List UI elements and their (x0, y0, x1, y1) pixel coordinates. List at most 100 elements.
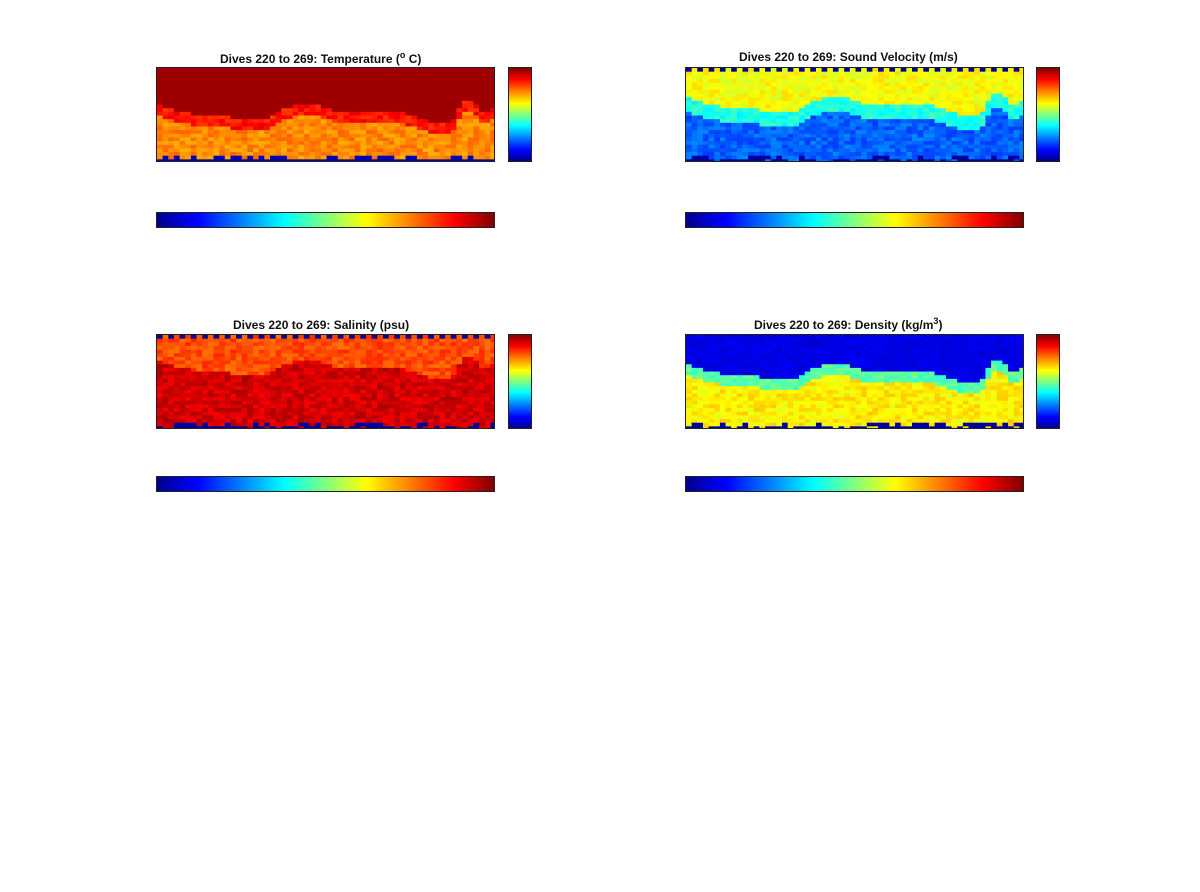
salinity-heatmap-cell (213, 397, 220, 402)
salinity-heatmap-cell (309, 400, 316, 406)
temperature-heatmap-cell (467, 148, 474, 153)
temperature-heatmap-cell (399, 115, 407, 120)
density-heatmap-cell (686, 400, 693, 406)
temperature-heatmap-cell (224, 104, 232, 109)
temperature-heatmap-cell (253, 152, 260, 157)
temperature-heatmap-cell (207, 133, 215, 139)
sound-velocity-heatmap-cell (951, 100, 958, 106)
temperature-heatmap-cell (162, 111, 169, 117)
sound-velocity-heatmap-cell (838, 75, 845, 80)
temperature-heatmap-cell (360, 126, 367, 131)
salinity-heatmap-cell (196, 364, 203, 369)
sound-velocity-heatmap-cell (793, 108, 800, 113)
sound-velocity-heatmap-cell (815, 82, 823, 87)
sound-velocity-heatmap-cell (945, 97, 953, 102)
salinity-heatmap-cell (292, 364, 299, 369)
salinity-heatmap-cell (157, 389, 164, 395)
sound-velocity-heatmap-cell (855, 137, 862, 142)
sound-velocity-heatmap-cell (782, 71, 789, 76)
salinity-heatmap-cell (264, 360, 271, 365)
salinity-heatmap-cell (337, 408, 345, 413)
sound-velocity-heatmap-cell (1013, 155, 1020, 160)
temperature-heatmap-cell (275, 82, 282, 87)
salinity-heatmap-cell (264, 393, 271, 398)
salinity-heatmap-cell (411, 364, 418, 369)
temperature-heatmap-cell (190, 130, 198, 135)
sound-velocity-heatmap-cell (714, 100, 721, 106)
sound-velocity-heatmap-cell (776, 111, 783, 117)
salinity-heatmap-cell (383, 397, 390, 402)
temperature-heatmap-cell (207, 71, 215, 76)
temperature-heatmap-cell (168, 97, 175, 102)
sound-velocity-heatmap-cell (725, 100, 732, 106)
temperature-heatmap-cell (219, 119, 226, 124)
sound-velocity-heatmap-cell (934, 159, 941, 161)
sound-velocity-heatmap-cell (782, 97, 789, 102)
temperature-heatmap-cell (219, 97, 226, 102)
sound-velocity-heatmap-cell (810, 104, 817, 109)
sound-velocity-heatmap-cell (951, 78, 958, 84)
salinity-heatmap-cell (281, 338, 288, 343)
sound-velocity-heatmap-cell (940, 137, 947, 142)
salinity-heatmap-cell (173, 371, 181, 376)
salinity-heatmap-cell (394, 338, 401, 343)
temperature-heatmap-cell (337, 104, 345, 109)
temperature-heatmap-cell (399, 126, 407, 131)
temperature-heatmap-cell (213, 82, 220, 87)
sound-velocity-heatmap-cell (923, 126, 930, 131)
sound-velocity-heatmap-cell (832, 68, 840, 73)
density-heatmap-cell (725, 367, 732, 373)
salinity-heatmap-cell (326, 397, 333, 402)
salinity-heatmap-cell (428, 386, 435, 391)
temperature-heatmap-cell (433, 100, 441, 106)
temperature-heatmap-cell (428, 155, 435, 160)
temperature-heatmap-cell (394, 133, 401, 139)
temperature-heatmap-cell (236, 97, 243, 102)
salinity-heatmap-cell (185, 353, 192, 358)
salinity-heatmap-cell (202, 397, 209, 402)
temperature-heatmap-cell (479, 126, 486, 131)
temperature-heatmap-cell (456, 75, 463, 80)
salinity-heatmap-cell (456, 408, 463, 413)
salinity-heatmap-cell (264, 400, 271, 406)
sound-velocity-heatmap-cell (1013, 133, 1020, 139)
temperature-heatmap-cell (433, 115, 441, 120)
salinity-heatmap-cell (343, 342, 350, 347)
salinity-heatmap-cell (422, 345, 429, 351)
salinity-heatmap-cell (354, 411, 361, 416)
salinity-heatmap-cell (309, 367, 316, 373)
salinity-heatmap-cell (416, 360, 424, 365)
temperature-heatmap-cell (456, 152, 463, 157)
salinity-heatmap-cell (371, 400, 378, 406)
salinity-heatmap-cell (179, 335, 186, 340)
density-heatmap-cell (702, 415, 710, 420)
salinity-heatmap-cell (411, 389, 418, 395)
sound-velocity-heatmap-cell (872, 111, 879, 117)
density-heatmap-cell (731, 426, 738, 428)
temperature-heatmap-cell (394, 75, 401, 80)
salinity-heatmap-cell (253, 419, 260, 424)
temperature-heatmap-cell (247, 141, 254, 146)
sound-velocity-heatmap-cell (770, 119, 777, 124)
salinity-heatmap-cell (473, 426, 480, 428)
salinity-heatmap-cell (162, 349, 169, 354)
temperature-heatmap-cell (399, 144, 407, 149)
density-heatmap-cell (731, 356, 738, 362)
temperature-heatmap-cell (281, 148, 288, 153)
salinity-heatmap-cell (219, 404, 226, 409)
temperature-heatmap-cell (467, 119, 474, 124)
salinity-heatmap-cell (439, 338, 446, 343)
sound-velocity-heatmap-cell (1019, 104, 1023, 109)
sound-velocity-heatmap-cell (736, 130, 744, 135)
temperature-heatmap-cell (366, 75, 373, 80)
sound-velocity-heatmap-cell (861, 141, 868, 146)
temperature-heatmap-cell (303, 100, 311, 106)
sound-velocity-heatmap-cell (832, 148, 840, 153)
salinity-heatmap-cell (479, 426, 486, 428)
temperature-heatmap-cell (270, 71, 277, 76)
salinity-heatmap-cell (371, 411, 378, 416)
sound-velocity-heatmap-cell (1019, 75, 1023, 80)
sound-velocity-heatmap-cell (866, 75, 874, 80)
salinity-heatmap-cell (230, 389, 237, 395)
salinity-heatmap-cell (354, 389, 361, 395)
